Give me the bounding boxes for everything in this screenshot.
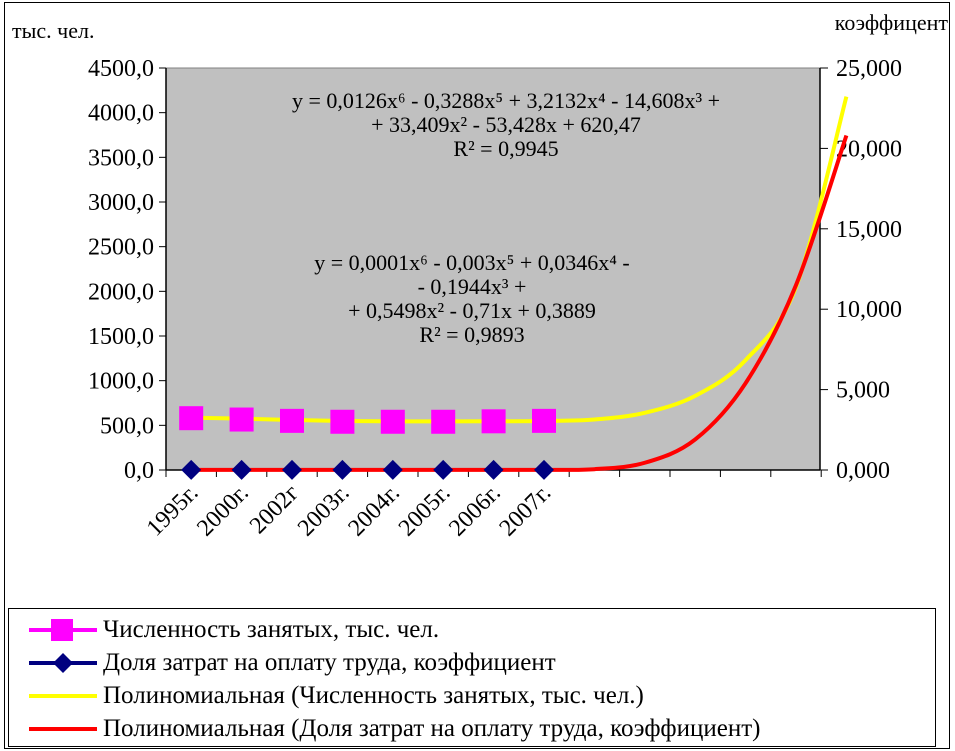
legend-symbol-red-line	[29, 727, 97, 731]
left-tick-label: 2000,0	[88, 279, 154, 305]
legend-item-poly-employment: Полиномиальная (Численность занятых, тыс…	[25, 681, 644, 711]
chart-svg: 0,0 500,0 1000,0 1500,0 2000,0 2500,0 3000,0 35…	[12, 10, 949, 542]
right-tick-label: 15,000	[836, 217, 902, 243]
left-tick-label: 4000,0	[88, 101, 154, 127]
category-label: 2006г.	[444, 480, 506, 542]
equation-labor-cost-line: - 0,1944x³ +	[418, 274, 527, 299]
labor-cost-point	[282, 459, 302, 480]
legend-symbol-yellow-line	[29, 694, 97, 698]
legend-item-labor-cost-share: Доля затрат на оплату труда, коэффициент	[25, 648, 556, 678]
legend: Численность занятых, тыс. чел. Доля затр…	[8, 608, 936, 747]
equation-labor-cost-line: y = 0,0001x⁶ - 0,003x⁵ + 0,0346x⁴ -	[314, 250, 629, 275]
legend-symbol-square-marker	[29, 619, 97, 641]
left-tick-label: 500,0	[100, 413, 154, 439]
labor-cost-point	[534, 459, 554, 480]
category-label: 2000г.	[192, 480, 254, 542]
legend-label: Численность занятых, тыс. чел.	[103, 616, 440, 643]
legend-label: Доля затрат на оплату труда, коэффициент	[103, 649, 556, 676]
legend-label: Полиномиальная (Доля затрат на оплату тр…	[103, 715, 761, 742]
category-label: 2005г.	[394, 480, 456, 542]
legend-item-poly-labor-cost-share: Полиномиальная (Доля затрат на оплату тр…	[25, 714, 760, 744]
left-tick-label: 1500,0	[88, 324, 154, 350]
left-tick-label: 3000,0	[88, 190, 154, 216]
category-label: 2003г.	[293, 480, 355, 542]
right-tick-label: 5,000	[836, 378, 890, 404]
employment-point	[380, 409, 405, 434]
category-label: 2007г.	[495, 480, 557, 542]
right-tick-label: 25,000	[836, 56, 902, 82]
equation-employment-line: + 33,409x² - 53,428x + 620,47	[371, 112, 641, 137]
employment-point	[431, 409, 456, 434]
employment-point	[532, 408, 556, 433]
left-tick-label: 0,0	[124, 458, 154, 484]
employment-point	[229, 407, 254, 432]
left-tick-label: 3500,0	[88, 145, 154, 171]
left-tick-label: 1000,0	[88, 369, 154, 395]
employment-point	[481, 409, 506, 434]
left-tick-label: 4500,0	[88, 56, 154, 82]
category-label: 2004г.	[343, 480, 405, 542]
employment-point	[280, 408, 304, 433]
legend-symbol-diamond-marker	[29, 653, 97, 673]
equation-labor-cost-line: R² = 0,9893	[419, 322, 524, 347]
labor-cost-point	[433, 459, 454, 480]
chart-frame	[4, 2, 950, 749]
left-axis-unit-label: тыс. чел.	[12, 18, 94, 43]
labor-cost-point	[382, 459, 403, 480]
right-axis-unit-label: коэффицент	[835, 10, 949, 35]
plot-area	[165, 67, 821, 471]
labor-cost-point	[332, 459, 353, 480]
equation-labor-cost-line: + 0,5498x² - 0,71x + 0,3889	[348, 298, 596, 323]
legend-label: Полиномиальная (Численность занятых, тыс…	[103, 682, 644, 709]
labor-cost-point	[181, 459, 202, 480]
category-label: 1995г.	[142, 480, 204, 542]
left-tick-label: 2500,0	[88, 235, 154, 261]
labor-cost-point	[483, 459, 504, 480]
right-tick-label: 10,000	[836, 297, 902, 323]
right-tick-label: 0,000	[836, 458, 890, 484]
equation-employment-line: y = 0,0126x⁶ - 0,3288x⁵ + 3,2132x⁴ - 14,…	[292, 88, 720, 113]
employment-point	[330, 409, 355, 434]
equation-employment-line: R² = 0,9945	[453, 136, 558, 161]
right-tick-label: 20,000	[836, 136, 902, 162]
labor-cost-point	[231, 459, 252, 480]
category-label: 2002г	[245, 480, 304, 539]
employment-point	[179, 406, 204, 431]
legend-item-employment: Численность занятых, тыс. чел.	[25, 615, 439, 645]
